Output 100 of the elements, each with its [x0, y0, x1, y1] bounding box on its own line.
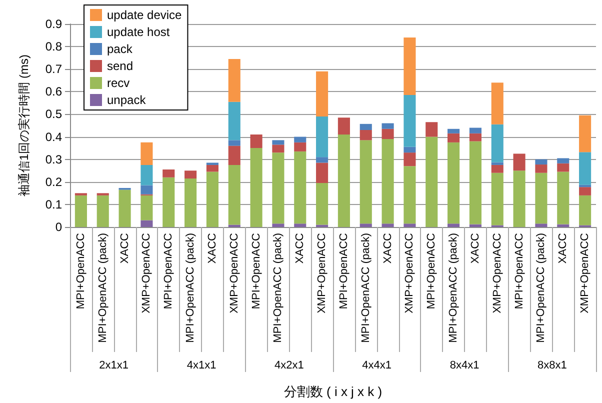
bar: [140, 220, 153, 227]
x-tick-label: XACC: [469, 232, 482, 264]
y-tick-label: 0.8: [45, 40, 62, 54]
bar: [228, 58, 240, 102]
bar: [469, 224, 482, 227]
bar: [469, 128, 482, 134]
legend-label: recv: [107, 76, 130, 90]
x-tick-label: MPI+OpenACC (pack): [448, 233, 460, 343]
bar: [579, 187, 592, 196]
bar: [316, 162, 328, 184]
bar: [404, 38, 416, 96]
bar: [426, 122, 438, 137]
bar: [272, 140, 284, 145]
bar: [426, 136, 438, 227]
bar: [294, 142, 306, 152]
bar: [140, 195, 153, 220]
x-tick-label: MPI+OpenACC (pack): [535, 233, 548, 343]
legend-label: send: [107, 59, 134, 73]
y-tick-label: 0.6: [45, 84, 62, 99]
bar: [513, 170, 526, 227]
bar: [404, 166, 416, 224]
x-tick-label: MPI+OpenACC: [426, 232, 438, 310]
bar: [579, 195, 592, 226]
bar: [579, 115, 592, 152]
x-tick-label: XMP+OpenACC: [579, 232, 592, 314]
bar: [491, 162, 504, 165]
bar: [404, 152, 416, 166]
bar: [535, 164, 548, 173]
x-tick-label: XMP+OpenACC: [491, 232, 504, 314]
x-tick-label: MPI+OpenACC (pack): [360, 233, 372, 343]
bar: [360, 130, 372, 140]
bar: [404, 224, 416, 227]
legend-label: unpack: [107, 93, 147, 107]
text: 2x1x1: [99, 360, 129, 372]
bar: [206, 172, 218, 227]
bar: [382, 139, 394, 224]
y-tick-label: 0.5: [45, 107, 62, 122]
text: 8x4x1: [450, 360, 480, 372]
x-tick-label: MPI+OpenACC: [338, 232, 350, 310]
y-tick-label: 0.7: [45, 62, 62, 76]
bar: [184, 178, 197, 227]
bar: [294, 151, 306, 224]
bar: [513, 154, 526, 171]
y-tick-label: 0.4: [45, 130, 62, 144]
legend-label: update host: [107, 25, 170, 39]
bar: [140, 164, 153, 186]
bar: [579, 152, 592, 185]
bar: [448, 224, 460, 227]
bar: [228, 102, 240, 140]
bar: [316, 183, 328, 225]
text: 4x4x1: [362, 360, 392, 372]
bar: [206, 164, 218, 172]
bar: [118, 190, 131, 227]
bar: [74, 195, 87, 227]
bar: [557, 163, 570, 172]
bar: [535, 159, 548, 165]
bar: [557, 172, 570, 224]
bar: [491, 172, 504, 226]
bar: [360, 140, 372, 224]
x-tick-label: XACC: [206, 232, 218, 264]
x-tick-label: XMP+OpenACC: [404, 232, 416, 314]
y-tick-label: 0.2: [45, 174, 62, 189]
bar: [228, 164, 240, 225]
bar: [469, 133, 482, 142]
x-tick-label: XACC: [382, 232, 394, 264]
bar: [140, 185, 153, 194]
bar: [448, 133, 460, 142]
bar: [272, 224, 284, 227]
x-tick-label: XMP+OpenACC: [228, 232, 240, 314]
x-axis-title: 分割数 ( i x j x k ): [284, 384, 382, 399]
bar: [316, 116, 328, 158]
bar: [272, 144, 284, 153]
bar: [184, 170, 197, 179]
bar: [535, 224, 548, 227]
bar: [557, 224, 570, 227]
bar: [491, 82, 504, 124]
bar: [360, 224, 372, 227]
bar: [316, 71, 328, 116]
x-tick-label: XACC: [294, 232, 306, 264]
bar: [162, 177, 175, 227]
x-tick-label: MPI+OpenACC (pack): [184, 233, 197, 343]
bar: [404, 146, 416, 153]
bar: [96, 195, 109, 227]
x-tick-label: MPI+OpenACC: [162, 232, 175, 310]
bar: [338, 134, 350, 227]
bar: [382, 224, 394, 227]
x-tick-label: XMP+OpenACC: [316, 232, 328, 314]
x-tick-label: MPI+OpenACC (pack): [272, 233, 284, 343]
legend-label: pack: [107, 42, 134, 56]
y-tick-label: 0.3: [45, 152, 62, 166]
bar: [469, 141, 482, 224]
text: 8x8x1: [537, 360, 567, 372]
bar: [382, 128, 394, 140]
bar: [360, 124, 372, 130]
x-tick-label: XACC: [118, 232, 131, 264]
legend-label: update device: [107, 8, 182, 22]
bar: [535, 172, 548, 224]
bar: [382, 123, 394, 129]
x-tick-label: MPI+OpenACC: [250, 232, 262, 310]
x-tick-label: MPI+OpenACC (pack): [96, 233, 109, 343]
